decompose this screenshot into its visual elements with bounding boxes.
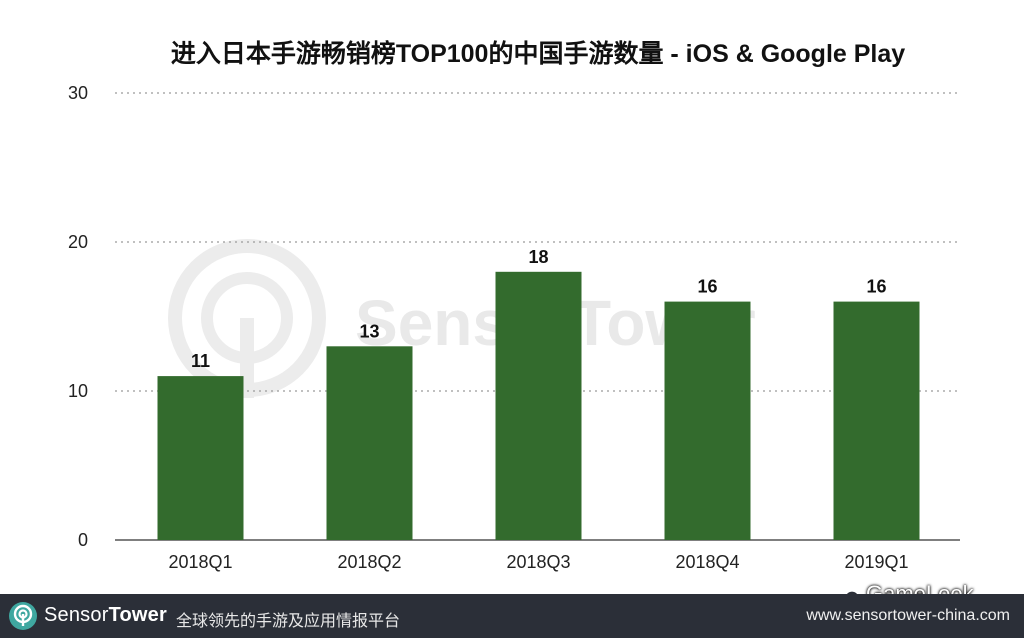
data-label: 18 bbox=[528, 247, 548, 267]
y-tick-label: 10 bbox=[68, 381, 88, 401]
data-label: 16 bbox=[697, 277, 717, 297]
footer-bar: SensorTower 全球领先的手游及应用情报平台 www.sensortow… bbox=[0, 594, 1024, 638]
footer-brand-sensor: Sensor bbox=[44, 604, 109, 626]
chart-title: 进入日本手游畅销榜TOP100的中国手游数量 - iOS & Google Pl… bbox=[171, 39, 905, 68]
footer-brand-tower: Tower bbox=[108, 604, 167, 626]
bar-2019Q1 bbox=[833, 301, 920, 540]
data-label: 13 bbox=[359, 321, 379, 341]
bar-2018Q1 bbox=[157, 376, 244, 540]
y-tick-label: 0 bbox=[78, 530, 88, 550]
x-tick-label: 2019Q1 bbox=[844, 552, 908, 572]
chart-area: SensorTower 进入日本手游畅销榜TOP100的中国手游数量 - iOS… bbox=[68, 39, 960, 572]
footer-brand: SensorTower bbox=[44, 604, 167, 627]
bar-2018Q3 bbox=[495, 271, 582, 540]
y-tick-label: 20 bbox=[68, 232, 88, 252]
bars-layer bbox=[157, 271, 920, 540]
footer-slogan: 全球领先的手游及应用情报平台 bbox=[176, 613, 401, 630]
bar-chart: SensorTower 进入日本手游畅销榜TOP100的中国手游数量 - iOS… bbox=[68, 39, 960, 572]
y-tick-label: 30 bbox=[68, 83, 88, 103]
x-tick-label: 2018Q3 bbox=[506, 552, 570, 572]
x-tick-label: 2018Q2 bbox=[337, 552, 401, 572]
data-label: 11 bbox=[191, 351, 210, 371]
sensortower-logo-icon bbox=[9, 602, 37, 630]
footer-url: www.sensortower-china.com bbox=[806, 607, 1010, 624]
data-label: 16 bbox=[866, 277, 886, 297]
labels-layer: 0 10 20 30 11 2018Q1 13 2018Q2 18 2018Q3 16 2018Q4 1… bbox=[68, 83, 909, 572]
bar-2018Q4 bbox=[664, 301, 751, 540]
bar-2018Q2 bbox=[326, 346, 413, 540]
x-tick-label: 2018Q4 bbox=[675, 552, 739, 572]
x-tick-label: 2018Q1 bbox=[168, 552, 232, 572]
